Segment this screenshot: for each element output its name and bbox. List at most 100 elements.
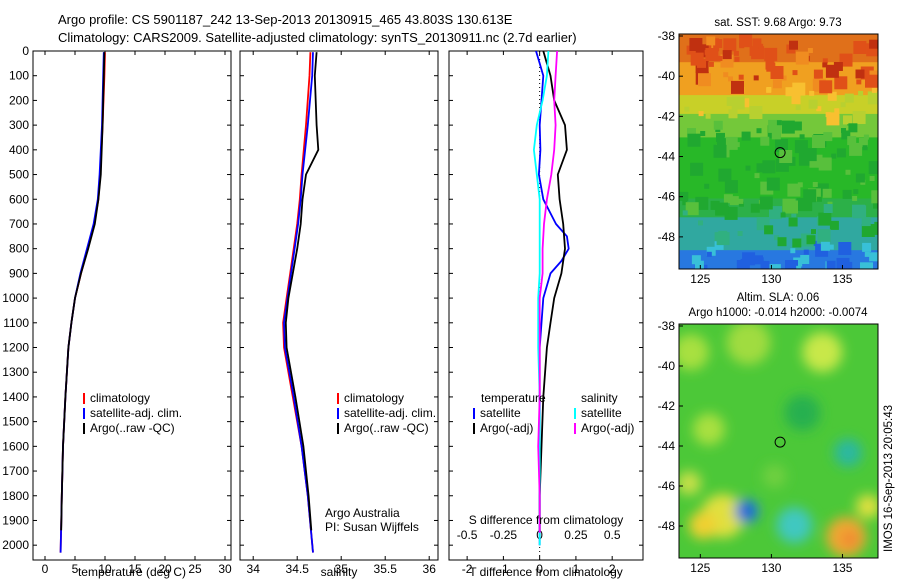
side-label: IMOS 16-Sep-2013 20:05:43 bbox=[883, 405, 895, 552]
sst-pixel bbox=[836, 148, 846, 158]
legend-label: satellite-adj. clim. bbox=[344, 406, 436, 420]
sst-pixel bbox=[714, 240, 724, 250]
sla-map-title: Altim. SLA: 0.06 bbox=[737, 292, 819, 304]
sst-pixel bbox=[828, 244, 834, 250]
sst-pixel bbox=[825, 112, 831, 118]
sst-pixel bbox=[842, 189, 852, 199]
y-tick-label: 1400 bbox=[2, 390, 29, 404]
legend-label: climatology bbox=[90, 391, 150, 405]
sla-blob bbox=[740, 505, 753, 518]
sst-pixel bbox=[792, 82, 806, 96]
sst-pixel bbox=[855, 69, 865, 79]
sst-pixel bbox=[812, 135, 825, 148]
y-tick-label: 1500 bbox=[2, 415, 29, 429]
y-tick-label: 600 bbox=[9, 192, 29, 206]
sst-pixel bbox=[738, 198, 744, 204]
sla-blob bbox=[784, 394, 821, 431]
sst-pixel bbox=[822, 62, 828, 68]
series-group bbox=[59, 52, 106, 553]
sst-pixel bbox=[795, 105, 801, 111]
x2-tick-label: -0.25 bbox=[490, 528, 518, 542]
sst-pixel bbox=[706, 246, 716, 256]
sst-pixel bbox=[869, 252, 878, 262]
sst-pixel bbox=[754, 255, 763, 265]
series-group bbox=[282, 52, 320, 553]
sla-blob bbox=[834, 438, 863, 467]
sst-pixel bbox=[844, 93, 854, 103]
sst-pixel bbox=[764, 47, 778, 61]
x-tick-label: 25 bbox=[188, 562, 202, 576]
x-tick-label: 130 bbox=[761, 561, 781, 575]
legend-label: satellite-adj. clim. bbox=[90, 406, 182, 420]
sst-pixel bbox=[834, 76, 848, 90]
sla-map-panel: 125 130 135 -38 -40 -42 -44 -46 -48 bbox=[658, 319, 879, 575]
sst-pixel bbox=[733, 50, 739, 56]
sst-pixel bbox=[792, 238, 802, 248]
series-line bbox=[538, 51, 568, 533]
sst-pixel bbox=[762, 160, 776, 174]
y-tick-label: 1800 bbox=[2, 489, 29, 503]
sst-pixel bbox=[800, 255, 810, 264]
sst-pixel bbox=[816, 106, 822, 112]
sst-pixel bbox=[816, 196, 822, 202]
x-tick-label: 35.5 bbox=[374, 562, 398, 576]
sst-pixel bbox=[840, 102, 846, 108]
plot-frame bbox=[239, 50, 439, 561]
x-tick-label: 130 bbox=[761, 272, 781, 286]
x-tick-label: 125 bbox=[690, 561, 710, 575]
y-tick-label: 100 bbox=[9, 69, 29, 83]
sst-pixel bbox=[868, 161, 878, 175]
x2-tick-label: 0.5 bbox=[604, 528, 621, 542]
y-tick-label: -48 bbox=[658, 519, 676, 533]
sst-pixel bbox=[724, 136, 738, 150]
sst-pixel bbox=[760, 260, 770, 269]
sst-pixel bbox=[716, 132, 725, 142]
sst-pixel bbox=[753, 75, 759, 81]
sst-pixel bbox=[848, 123, 858, 133]
x-tick-label: 34 bbox=[247, 562, 261, 576]
sst-pixel bbox=[713, 144, 727, 158]
legend-label: Argo(..raw -QC) bbox=[90, 421, 175, 435]
sst-pixel bbox=[808, 99, 818, 109]
sst-pixel bbox=[847, 136, 857, 146]
sla-blob bbox=[841, 530, 860, 549]
sst-pixel bbox=[871, 87, 877, 93]
sst-pixel bbox=[739, 43, 745, 49]
sst-pixel bbox=[806, 235, 816, 245]
y-tick-label: 1200 bbox=[2, 341, 29, 355]
sst-pixel bbox=[858, 90, 864, 96]
sst-pixel bbox=[731, 80, 744, 94]
salinity-panel: 34 34.5 35 35.5 36 climatologysatellite-adj. … bbox=[239, 50, 439, 576]
x-tick-label: 135 bbox=[832, 272, 852, 286]
salinity-xlabel: salinity bbox=[321, 565, 358, 579]
x-tick-label: 135 bbox=[832, 561, 852, 575]
y-tick-label: -44 bbox=[658, 150, 676, 164]
sst-pixel bbox=[729, 196, 739, 206]
sst-pixel bbox=[869, 39, 878, 49]
y-tick-label: 1100 bbox=[3, 316, 29, 330]
sst-pixel bbox=[780, 212, 786, 218]
x-tick-label: 1 bbox=[573, 562, 580, 576]
sst-pixel bbox=[705, 113, 711, 119]
sst-pixel bbox=[717, 55, 723, 61]
sst-pixel bbox=[822, 188, 832, 198]
sst-pixel bbox=[822, 58, 828, 64]
sst-pixel bbox=[734, 56, 740, 62]
sst-pixel bbox=[853, 41, 867, 54]
sst-pixel bbox=[685, 202, 699, 216]
sst-pixel bbox=[723, 38, 737, 52]
y-tick-label: -40 bbox=[658, 69, 676, 83]
sst-pixel bbox=[754, 173, 760, 179]
map-field bbox=[679, 324, 878, 558]
sst-pixel bbox=[787, 183, 801, 197]
series-group bbox=[533, 51, 570, 546]
sst-pixel bbox=[792, 121, 802, 131]
sst-pixel bbox=[687, 128, 696, 138]
sst-pixel bbox=[853, 189, 859, 195]
sst-pixel bbox=[852, 111, 866, 124]
y-tick-label: -46 bbox=[658, 479, 676, 493]
sst-pixel bbox=[852, 196, 858, 201]
sst-pixel bbox=[716, 138, 726, 148]
y-tick-label: 800 bbox=[9, 242, 29, 256]
